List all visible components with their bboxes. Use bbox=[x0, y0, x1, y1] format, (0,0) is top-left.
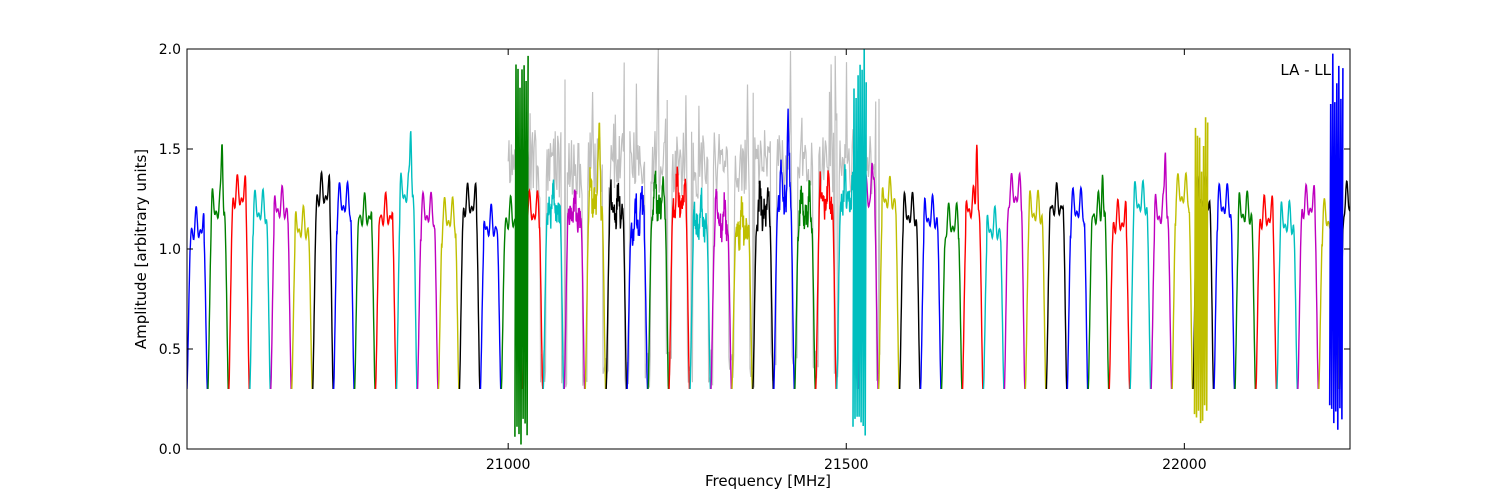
y-axis-label: Amplitude [arbitrary units] bbox=[132, 149, 150, 349]
series-layer bbox=[187, 49, 1350, 445]
spectral-band-line bbox=[270, 184, 292, 390]
spectral-band-line bbox=[1255, 193, 1277, 390]
y-tick-label: 2.0 bbox=[159, 42, 181, 58]
spectral-band-line bbox=[187, 206, 208, 390]
y-tick-label: 0.5 bbox=[159, 342, 181, 358]
spectral-band-line bbox=[1171, 171, 1194, 390]
spectral-band-line bbox=[374, 190, 397, 390]
spectral-band-line bbox=[1213, 182, 1236, 390]
spectral-band-line bbox=[437, 196, 460, 390]
background-trace-layer bbox=[507, 49, 881, 391]
spectral-band-line bbox=[249, 187, 271, 390]
spectral-band-line bbox=[647, 170, 670, 390]
spectral-band-line bbox=[668, 166, 691, 390]
y-tick-label: 0.0 bbox=[159, 442, 181, 458]
spectral-band-line bbox=[1024, 189, 1047, 390]
interference-spike bbox=[1193, 117, 1209, 424]
spectral-band-line bbox=[752, 180, 774, 390]
spectral-band-line bbox=[291, 203, 313, 390]
spectral-band-line bbox=[1108, 198, 1131, 390]
spectral-band-line bbox=[878, 175, 900, 390]
spectral-band-line bbox=[815, 170, 837, 390]
spectral-band-line bbox=[1087, 174, 1110, 390]
spectral-band-line bbox=[1234, 190, 1256, 390]
spectral-band-line bbox=[1297, 182, 1319, 390]
spectral-band-line bbox=[626, 185, 649, 390]
spectral-band-line bbox=[731, 196, 753, 390]
spectral-band-line bbox=[1150, 152, 1173, 390]
spectral-band-line bbox=[563, 189, 586, 390]
spectral-band-line bbox=[1276, 198, 1298, 390]
spectral-band-line bbox=[584, 122, 607, 390]
background-trace-line bbox=[507, 49, 881, 391]
spectral-band-line bbox=[542, 179, 565, 390]
spectral-band-line bbox=[689, 187, 712, 390]
spectral-band-line bbox=[207, 144, 229, 390]
plot-annotation: LA - LL bbox=[1280, 61, 1331, 79]
spectral-band-line bbox=[1129, 178, 1152, 390]
spectral-band-line bbox=[794, 180, 816, 390]
spectral-band-line bbox=[773, 108, 795, 390]
spectral-band-line bbox=[961, 144, 984, 390]
x-axis-label: Frequency [MHz] bbox=[705, 472, 831, 490]
spectral-band-line bbox=[982, 204, 1005, 390]
spectral-band-line bbox=[1066, 185, 1089, 390]
spectral-band-line bbox=[228, 174, 250, 390]
y-tick-label: 1.0 bbox=[159, 242, 181, 258]
spectral-band-line bbox=[458, 181, 481, 390]
interference-spike bbox=[1328, 53, 1344, 430]
interference-spike bbox=[514, 55, 529, 445]
y-tick-label: 1.5 bbox=[159, 142, 181, 158]
spectral-band-line bbox=[1003, 171, 1026, 390]
interference-spike bbox=[852, 49, 868, 436]
spectral-band-line bbox=[899, 190, 921, 390]
spectral-band-line bbox=[354, 192, 376, 390]
spectral-band-line bbox=[940, 201, 963, 390]
spectral-band-line bbox=[312, 169, 334, 390]
spectral-band-line bbox=[479, 203, 502, 390]
spectral-band-line bbox=[605, 179, 628, 390]
spectral-band-line bbox=[333, 179, 355, 390]
tick-layer: 21000 21500 22000 0.0 0.5 1.0 1.5 2.0 bbox=[159, 42, 1350, 473]
x-tick-label: 22000 bbox=[1162, 457, 1207, 473]
spectral-band-line bbox=[1045, 181, 1068, 390]
spectral-band-line bbox=[416, 189, 439, 390]
x-tick-label: 21000 bbox=[486, 457, 531, 473]
spectral-band-line bbox=[710, 188, 732, 390]
spectral-band-line bbox=[395, 131, 418, 390]
spectral-band-line bbox=[919, 192, 942, 390]
x-tick-label: 21500 bbox=[824, 457, 869, 473]
